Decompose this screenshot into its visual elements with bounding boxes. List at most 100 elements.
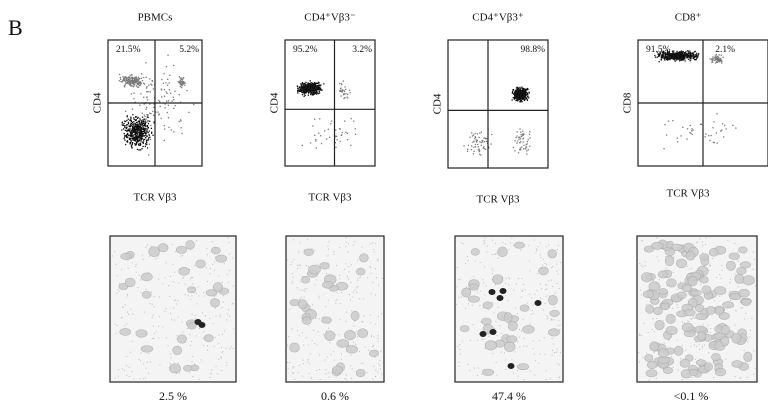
stipple xyxy=(559,377,560,378)
event-dot xyxy=(672,120,673,121)
stipple xyxy=(119,291,120,292)
stipple xyxy=(730,282,731,283)
stipple xyxy=(641,240,642,241)
stipple xyxy=(112,255,113,256)
stipple xyxy=(656,237,657,238)
stipple xyxy=(690,318,691,319)
event-dot xyxy=(144,114,145,115)
stipple xyxy=(755,286,756,287)
event-dot xyxy=(467,151,468,152)
stipple xyxy=(535,252,536,253)
event-dot xyxy=(144,122,145,123)
stipple xyxy=(353,326,354,327)
stipple xyxy=(308,359,309,360)
event-dot xyxy=(139,134,140,135)
event-dot xyxy=(314,135,315,136)
cell xyxy=(548,295,557,305)
event-dot xyxy=(124,138,125,139)
event-dot xyxy=(529,146,530,147)
event-dot xyxy=(138,86,139,87)
event-dot xyxy=(166,66,167,67)
event-dot xyxy=(151,128,152,129)
event-dot xyxy=(125,121,126,122)
event-dot xyxy=(193,104,194,105)
event-dot xyxy=(140,136,141,137)
cell xyxy=(738,247,747,253)
stipple xyxy=(185,284,186,285)
event-dot xyxy=(142,117,143,118)
event-dot xyxy=(145,133,146,134)
stipple xyxy=(710,332,711,333)
stipple xyxy=(546,379,547,380)
stipple xyxy=(128,268,129,269)
event-dot xyxy=(328,129,329,130)
event-dot xyxy=(519,98,520,99)
stipple xyxy=(344,378,345,379)
event-dot xyxy=(666,134,667,135)
stipple xyxy=(530,270,531,271)
event-dot xyxy=(516,92,517,93)
stipple xyxy=(658,260,659,261)
event-dot xyxy=(522,133,523,134)
event-dot xyxy=(131,77,132,78)
event-dot xyxy=(133,121,134,122)
stipple xyxy=(545,289,546,290)
event-dot xyxy=(173,131,174,132)
event-dot xyxy=(179,121,180,122)
stipple xyxy=(506,278,507,279)
event-dot xyxy=(713,121,714,122)
quadrant-label: 91.5% xyxy=(646,45,671,55)
event-dot xyxy=(315,140,316,141)
event-dot xyxy=(720,130,721,131)
quadrant-label: 3.2% xyxy=(352,45,372,55)
stipple xyxy=(370,315,371,316)
stipple xyxy=(352,368,353,369)
event-dot xyxy=(147,120,148,121)
event-dot xyxy=(126,135,127,136)
event-dot xyxy=(152,135,153,136)
event-dot xyxy=(664,57,665,58)
event-dot xyxy=(317,92,318,93)
stipple xyxy=(312,304,313,305)
stipple xyxy=(541,288,542,289)
stipple xyxy=(158,279,159,280)
event-dot xyxy=(143,121,144,122)
micrograph-caption: 0.6 % xyxy=(321,389,349,403)
event-dot xyxy=(160,106,161,107)
event-dot xyxy=(134,139,135,140)
cell xyxy=(351,311,359,320)
stipple xyxy=(196,336,197,337)
stipple xyxy=(210,273,211,274)
event-dot xyxy=(161,118,162,119)
event-dot xyxy=(173,108,174,109)
plot-frame xyxy=(448,40,548,168)
event-dot xyxy=(168,105,169,106)
event-dot xyxy=(692,134,693,135)
stipple xyxy=(499,325,500,326)
stipple xyxy=(682,345,683,346)
stipple xyxy=(166,262,167,263)
event-dot xyxy=(173,99,174,100)
stipple xyxy=(382,278,383,279)
stipple xyxy=(741,377,742,378)
stipple xyxy=(483,283,484,284)
event-dot xyxy=(528,149,529,150)
stipple xyxy=(487,246,488,247)
cell xyxy=(646,370,657,377)
stipple xyxy=(677,304,678,305)
event-dot xyxy=(329,137,330,138)
column-title: CD8⁺ xyxy=(675,12,702,24)
dot-plot: 95.2%3.2% xyxy=(285,40,375,166)
cell xyxy=(121,253,132,259)
cell xyxy=(508,321,517,331)
stipple xyxy=(498,258,499,259)
stipple xyxy=(752,269,753,270)
y-axis-label: CD4 xyxy=(269,92,281,113)
stipple xyxy=(334,360,335,361)
event-dot xyxy=(125,130,126,131)
event-dot xyxy=(523,142,524,143)
stipple xyxy=(339,247,340,248)
cell xyxy=(700,254,709,260)
stipple xyxy=(544,337,545,338)
event-dot xyxy=(152,80,153,81)
